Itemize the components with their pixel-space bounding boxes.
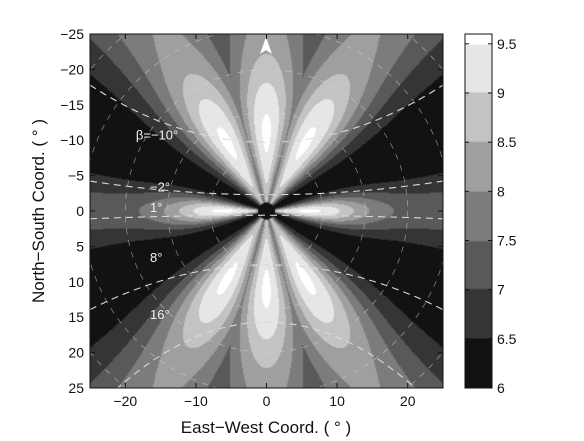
radial-arc xyxy=(209,154,324,268)
x-tick-label: 20 xyxy=(400,393,416,409)
colorbar-tick-label: 9 xyxy=(497,85,505,101)
y-tick-label: 25 xyxy=(68,380,84,396)
contour-line xyxy=(90,264,443,311)
contour-line xyxy=(90,214,443,220)
contour-label: β=−10° xyxy=(136,127,178,142)
y-tick-label: 10 xyxy=(68,274,84,290)
y-tick-label: 5 xyxy=(76,238,84,254)
x-tick-label: 10 xyxy=(329,393,345,409)
y-tick-label: 15 xyxy=(68,309,84,325)
y-tick-label: −25 xyxy=(60,26,84,42)
x-tick-label: −10 xyxy=(184,393,208,409)
x-axis: −20 −10 0 10 20 xyxy=(113,34,416,409)
colorbar-tick-label: 8 xyxy=(497,183,505,199)
y-tick-label: −10 xyxy=(60,132,84,148)
contour-label: 1° xyxy=(150,200,162,215)
colorbar-axis: 6 6.5 7 7.5 8 8.5 9 9.5 xyxy=(465,36,517,396)
colorbar-tick-label: 7 xyxy=(497,282,505,298)
y-tick-label: 0 xyxy=(76,203,84,219)
radial-arc xyxy=(167,111,366,311)
colorbar-tick-label: 8.5 xyxy=(497,134,517,150)
x-tick-label: 0 xyxy=(263,393,271,409)
north-arrow-icon xyxy=(260,37,272,54)
contour-overlay: β=−10° −2° 1° 8° 16° xyxy=(90,34,443,388)
y-axis-label: North−South Coord. ( ° ) xyxy=(29,119,48,303)
colorbar-tick-label: 6 xyxy=(497,380,505,396)
contour-label: 8° xyxy=(150,250,162,265)
y-tick-label: −15 xyxy=(60,97,84,113)
contour-line xyxy=(116,321,417,388)
x-tick-label: −20 xyxy=(113,393,137,409)
contour-label: −2° xyxy=(150,180,170,195)
radial-arc xyxy=(124,69,409,353)
y-axis: −25 −20 −15 −10 −5 0 5 10 15 20 25 xyxy=(60,26,443,396)
colorbar-tick-label: 7.5 xyxy=(497,233,517,249)
heatmap-image xyxy=(90,34,443,388)
y-tick-label: −20 xyxy=(60,61,84,77)
colorbar-tick-label: 6.5 xyxy=(497,331,517,347)
y-tick-label: 20 xyxy=(68,345,84,361)
contour-label: 16° xyxy=(150,307,170,322)
y-tick-label: −5 xyxy=(68,168,84,184)
x-axis-label: East−West Coord. ( ° ) xyxy=(181,418,351,437)
colorbar-frame xyxy=(464,33,493,389)
colorbar-image xyxy=(465,34,492,388)
contour-line xyxy=(90,84,443,143)
colorbar-tick-label: 9.5 xyxy=(497,36,517,52)
